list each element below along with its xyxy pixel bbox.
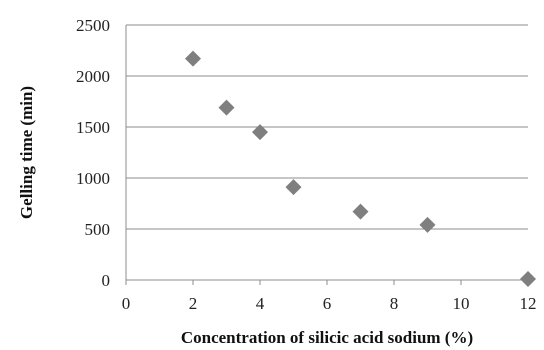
data-points — [185, 50, 536, 287]
x-tick-label: 4 — [256, 294, 265, 313]
y-tick-label: 0 — [102, 271, 111, 290]
x-axis-title: Concentration of silicic acid sodium (%) — [181, 328, 473, 347]
x-tick-label: 8 — [390, 294, 399, 313]
data-point — [520, 270, 536, 287]
data-point — [252, 124, 268, 141]
gridlines — [126, 24, 528, 230]
x-tick-label: 2 — [189, 294, 198, 313]
y-tick-label: 1500 — [76, 118, 110, 137]
data-point — [218, 99, 235, 116]
y-tick-label: 2000 — [76, 67, 110, 86]
y-tick-label: 1000 — [76, 169, 110, 188]
data-point — [285, 179, 302, 196]
data-point — [419, 216, 436, 233]
x-tick-label: 12 — [520, 294, 537, 313]
y-tick-label: 2500 — [76, 16, 110, 35]
x-tick-labels: 0 2 4 6 8 10 12 — [122, 294, 537, 313]
y-tick-label: 500 — [85, 220, 111, 239]
y-tick-labels: 0 500 1000 1500 2000 2500 — [76, 16, 110, 290]
x-tick-label: 10 — [453, 294, 470, 313]
axes — [125, 25, 529, 285]
data-point — [352, 203, 369, 220]
data-point — [185, 50, 201, 67]
x-tick-label: 0 — [122, 294, 131, 313]
x-tick-label: 6 — [323, 294, 332, 313]
y-axis-title: Gelling time (min) — [17, 86, 36, 219]
